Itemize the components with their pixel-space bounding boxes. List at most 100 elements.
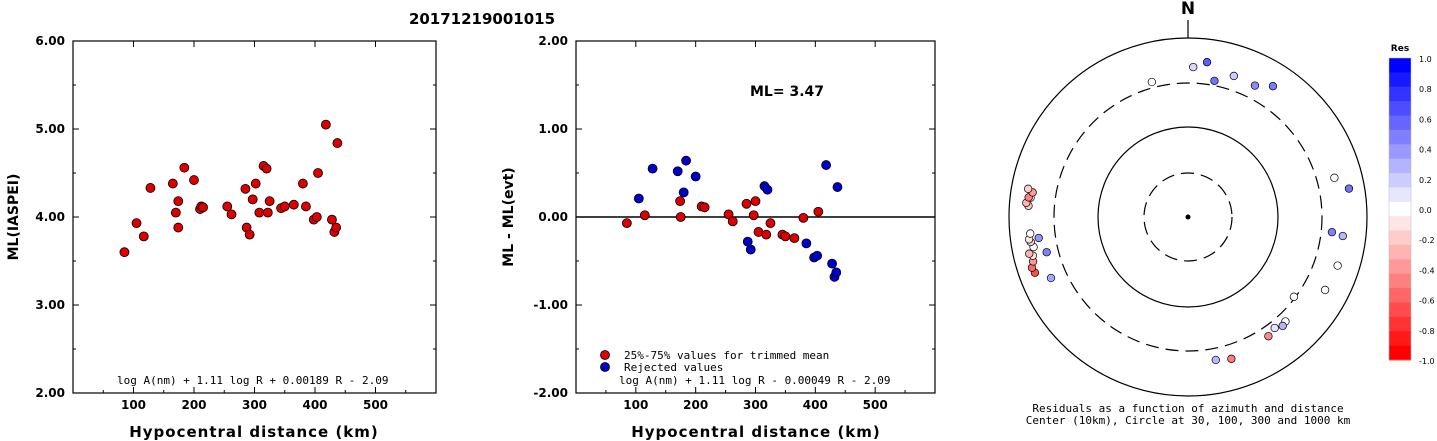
x-tick-label: 200 <box>181 398 206 412</box>
colorbar-cell <box>1389 72 1411 88</box>
colorbar-cell <box>1389 129 1411 145</box>
colorbar-cell <box>1389 331 1411 347</box>
data-point <box>647 163 658 174</box>
colorbar-cell <box>1389 288 1411 303</box>
data-point <box>261 163 272 174</box>
data-point <box>288 199 299 210</box>
colorbar-ticks: 1.0 0.8 0.6 0.4 0.2 0.0 -0.2 -0.4 -0.6 -0.8 -1.0 <box>1419 55 1435 366</box>
data-point <box>320 119 331 130</box>
y-tick-label: 3.00 <box>35 298 65 312</box>
data-point <box>331 222 342 233</box>
station-marker <box>1278 321 1287 331</box>
colorbar-tick-label: 0.2 <box>1419 176 1432 185</box>
data-points <box>621 155 843 282</box>
data-point <box>244 229 255 240</box>
ring-30km <box>1143 172 1233 262</box>
panel-azimuth-map: N Residuals as a function of azimuth and… <box>1008 0 1368 427</box>
colorbar-cell <box>1389 187 1411 203</box>
map-caption-line2: Center (10km), Circle at 30, 100, 300 an… <box>1026 414 1351 427</box>
legend-label-rejected: Rejected values <box>624 361 723 374</box>
colorbar-cell <box>1389 101 1411 117</box>
data-point <box>167 178 178 189</box>
data-point <box>745 244 756 255</box>
x-tick-label: 100 <box>121 398 146 412</box>
ml-annotation: ML= 3.47 <box>750 84 824 100</box>
station-marker <box>1270 323 1279 333</box>
y-tick-label: -1.00 <box>533 298 568 312</box>
y-tick-label: 0.00 <box>538 210 568 224</box>
data-point <box>798 212 809 223</box>
station-marker <box>1289 292 1299 301</box>
station-marker <box>1227 354 1236 363</box>
colorbar-cell <box>1389 345 1411 361</box>
data-point <box>789 233 800 244</box>
north-label: N <box>1181 0 1195 19</box>
x-tick-label: 500 <box>863 398 888 412</box>
station-marker <box>1202 58 1212 67</box>
panel-residual-vs-distance: 100 200 300 400 500 -2.00 -1.00 0.00 1.00 2.00 ML… <box>501 34 936 441</box>
data-point <box>254 207 265 218</box>
legend: 25%-75% values for trimmed mean Rejected… <box>600 349 829 374</box>
data-point <box>198 202 208 213</box>
data-point <box>301 201 311 212</box>
data-point <box>145 183 156 193</box>
data-point <box>762 184 773 195</box>
colorbar-tick-label: -0.4 <box>1419 266 1435 275</box>
colorbar-cell <box>1389 144 1411 160</box>
data-point <box>750 196 761 207</box>
colorbar-cells <box>1388 57 1412 361</box>
data-point <box>832 182 843 192</box>
data-point <box>741 198 752 209</box>
colorbar: Res 1.0 0.8 0.6 0.4 0.2 0.0 -0.2 -0.4 -0.6 -0.8 -1… <box>1388 44 1435 366</box>
station-marker <box>1250 81 1260 90</box>
colorbar-tick-label: -0.2 <box>1419 236 1435 245</box>
data-point <box>262 207 273 218</box>
data-point <box>812 250 823 261</box>
y-tick-label: 6.00 <box>35 34 65 48</box>
colorbar-cell <box>1389 216 1411 232</box>
data-points <box>119 119 343 258</box>
data-point <box>690 171 701 182</box>
colorbar-tick-label: 0.0 <box>1419 206 1432 215</box>
data-point <box>240 183 251 194</box>
figure-title: 20171219001015 <box>409 10 555 28</box>
data-point <box>681 155 691 166</box>
formula-label: log A(nm) + 1.11 log R - 0.00049 R - 2.0… <box>619 374 891 387</box>
station-marker <box>1320 285 1330 295</box>
data-point <box>250 178 261 189</box>
y-axis-label: ML(IASPEI) <box>6 174 22 261</box>
y-axis-label: ML - ML(evt) <box>501 167 517 266</box>
station-marker <box>1338 231 1347 241</box>
data-point <box>297 178 308 189</box>
data-point <box>332 138 343 148</box>
y-tick-label: 5.00 <box>35 122 65 136</box>
data-point <box>226 209 237 220</box>
colorbar-tick-label: 0.8 <box>1419 85 1432 94</box>
legend-label-trimmed: 25%-75% values for trimmed mean <box>624 349 829 362</box>
data-point <box>727 216 738 227</box>
x-axis-label: Hypocentral distance (km) <box>129 423 379 441</box>
data-point <box>813 206 824 217</box>
station-marker <box>1268 82 1278 91</box>
colorbar-cell <box>1389 58 1411 73</box>
data-point <box>621 218 632 229</box>
ring-300km <box>1053 82 1323 352</box>
formula-label: log A(nm) + 1.11 log R + 0.00189 R - 2.0… <box>117 374 389 387</box>
colorbar-tick-label: -0.6 <box>1419 297 1435 306</box>
axis-ticks: 100 200 300 400 500 2.00 3.00 4.00 5.00 6.00 <box>35 34 436 412</box>
data-point <box>699 202 710 213</box>
station-marker <box>1333 261 1342 270</box>
data-point <box>678 187 689 198</box>
station-marker <box>1264 332 1273 341</box>
colorbar-cell <box>1389 173 1411 188</box>
x-tick-label: 100 <box>623 398 648 412</box>
colorbar-tick-label: 0.4 <box>1419 146 1432 155</box>
station-marker <box>1210 76 1219 86</box>
colorbar-cell <box>1389 158 1411 174</box>
colorbar-cell <box>1389 316 1411 332</box>
data-point <box>279 201 290 212</box>
data-point <box>170 207 181 218</box>
colorbar-tick-label: 0.6 <box>1419 115 1432 124</box>
x-tick-label: 300 <box>743 398 768 412</box>
x-tick-label: 500 <box>363 398 388 412</box>
